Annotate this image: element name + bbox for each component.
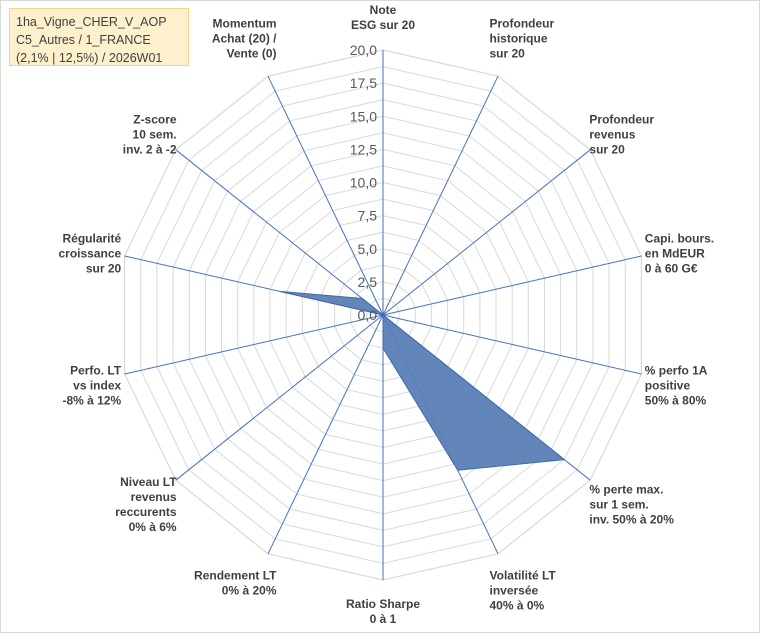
axis-spoke [175,314,384,481]
axis-label: Niveau LT revenus reccurents 0% à 6% [115,475,177,534]
tick-label: 0,0 [358,307,378,323]
axis-label-line: % perte max. [589,483,663,497]
axis-label-line: Vente (0) [226,46,276,60]
axis-label: % perfo 1A positive 50% à 80% [645,364,708,408]
axis-label: Z-score 10 sem. inv. 2 à -2 [123,112,177,156]
tick-label: 7,5 [358,208,378,224]
axis-label-line: Z-score [133,112,177,126]
axis-label-line: sur 1 sem. [589,498,648,512]
axis-label: Perfo. LT vs index -8% à 12% [62,364,121,408]
axis-label-line: 0 à 60 G€ [645,261,698,275]
tick-label: 17,5 [350,75,377,91]
axis-label-line: reccurents [115,505,177,519]
axis-spoke [382,75,499,316]
tick-label: 20,0 [350,42,377,58]
tick-label: 2,5 [358,274,378,290]
axis-label-line: Profondeur [490,16,555,30]
info-line-1: 1ha_Vigne_CHER_V_AOP [16,15,167,29]
axis-label-line: historique [490,31,548,45]
axis-label-line: 50% à 80% [645,394,707,408]
axis-spoke [175,149,384,316]
axis-spoke [382,314,642,375]
axis-label: Régularité croissance sur 20 [58,231,121,275]
axis-label-line: revenus [589,127,635,141]
axis-label-line: en MdEUR [645,246,705,260]
axis-label-line: Volatilité LT [490,569,557,583]
axis-label: % perte max. sur 1 sem. inv. 50% à 20% [589,483,674,527]
axis-label-line: 0 à 1 [370,612,397,626]
axis-label: Capi. bours. en MdEUR 0 à 60 G€ [645,231,714,275]
tick-label: 12,5 [350,141,377,157]
series-area [279,255,566,471]
radar-axis-labels: Note ESG sur 20 Profondeur historique sur 20… [58,3,714,626]
axis-label: Rendement LT 0% à 20% [194,569,277,598]
axis-label-line: 0% à 6% [129,520,177,534]
tick-label: 15,0 [350,108,377,124]
axis-label-line: Perfo. LT [70,364,122,378]
axis-label-line: inv. 50% à 20% [589,513,674,527]
axis-label-line: sur 20 [86,261,122,275]
axis-label-line: Achat (20) / [212,31,277,45]
axis-spoke [124,314,384,375]
axis-label-line: Régularité [63,231,122,245]
axis-label: Profondeur historique sur 20 [490,16,555,60]
tick-label: 10,0 [350,175,377,191]
axis-spoke [267,75,384,316]
radar-tick-labels: 0,0 2,5 5,0 7,5 10,0 12,5 15,0 17,5 20,0 [350,42,377,323]
axis-label-line: croissance [58,246,121,260]
axis-label-line: 40% à 0% [490,599,545,613]
info-line-2: C5_Autres / 1_FRANCE [16,33,151,47]
info-line-3: (2,1% | 12,5%) / 2026W01 [16,51,163,65]
axis-label-line: vs index [73,379,121,393]
axis-label-line: Rendement LT [194,569,277,583]
axis-label-line: Momentum [213,16,277,30]
axis-spoke [382,255,642,316]
axis-label-line: revenus [131,490,177,504]
axis-label-line: % perfo 1A [645,364,708,378]
axis-label-line: Note [370,3,397,17]
axis-label-line: 10 sem. [133,127,177,141]
axis-label-line: Niveau LT [120,475,177,489]
axis-spoke [382,149,591,316]
axis-label-line: ESG sur 20 [351,18,415,32]
axis-spoke [267,314,384,555]
axis-label-line: Profondeur [589,112,654,126]
axis-label: Profondeur revenus sur 20 [589,112,654,156]
axis-label: Note ESG sur 20 [351,3,415,32]
axis-label-line: inv. 2 à -2 [123,142,177,156]
axis-label-line: sur 20 [490,46,526,60]
axis-label: Ratio Sharpe 0 à 1 [346,597,420,626]
axis-label: Volatilité LT inversée 40% à 0% [490,569,557,613]
info-box: 1ha_Vigne_CHER_V_AOP C5_Autres / 1_FRANC… [9,8,189,66]
axis-label-line: -8% à 12% [62,394,121,408]
axis-label-line: 0% à 20% [222,584,277,598]
axis-label-line: inversée [490,584,539,598]
axis-label-line: Capi. bours. [645,231,714,245]
tick-label: 5,0 [358,241,378,257]
axis-label-line: Ratio Sharpe [346,597,420,611]
axis-label: Momentum Achat (20) / Vente (0) [212,16,277,60]
axis-label-line: positive [645,379,691,393]
radar-series [279,255,566,471]
axis-label-line: sur 20 [589,142,625,156]
